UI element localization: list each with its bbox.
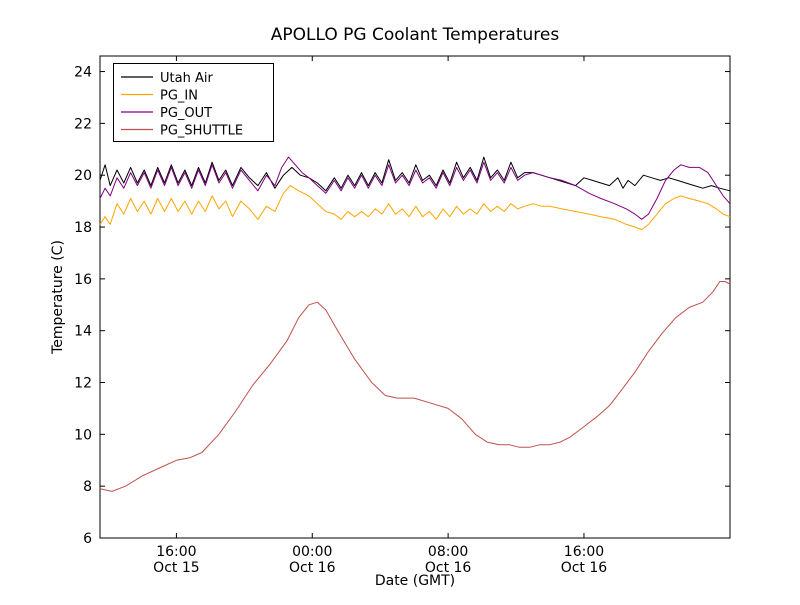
y-tick-label: 24 <box>74 65 92 81</box>
plot-border <box>99 55 731 539</box>
legend-label-pg-out: PG_OUT <box>160 106 212 121</box>
chart-title: APOLLO PG Coolant Temperatures <box>271 25 560 45</box>
legend-label-utah-air: Utah Air <box>160 71 213 86</box>
x-tick-label-date: Oct 15 <box>153 560 199 576</box>
x-tick-label-date: Oct 16 <box>561 560 608 576</box>
y-tick-label: 16 <box>74 272 92 288</box>
legend: Utah Air PG_IN PG_OUT PG_SHUTTLE <box>113 63 274 142</box>
series-line-pg-shuttle <box>99 281 731 492</box>
y-tick-label: 8 <box>83 479 92 495</box>
x-tick-label-time: 08:00 <box>428 544 468 560</box>
legend-label-pg-in: PG_IN <box>160 89 198 104</box>
y-axis: 6 8 10 12 14 16 18 20 22 24 <box>74 65 730 547</box>
legend-label-pg-shuttle: PG_SHUTTLE <box>160 124 243 139</box>
x-tick-label-time: 16:00 <box>564 544 604 560</box>
x-axis-title: Date (GMT) <box>375 573 455 589</box>
series-pg-out <box>99 156 731 220</box>
series-line-pg-out <box>99 156 731 220</box>
series-pg-shuttle <box>99 281 731 492</box>
series-line-utah-air <box>99 156 731 192</box>
y-tick-label: 10 <box>74 427 92 443</box>
x-tick-label-time: 16:00 <box>156 544 196 560</box>
y-tick-label: 12 <box>74 376 92 392</box>
y-tick-label: 14 <box>74 324 92 340</box>
y-tick-label: 6 <box>83 531 92 547</box>
x-tick-label-date: Oct 16 <box>425 560 472 576</box>
series-line-pg-in <box>99 185 731 231</box>
series-utah-air <box>99 156 731 192</box>
y-axis-title: Temperature (C) <box>50 240 66 355</box>
y-tick-label: 22 <box>74 116 92 132</box>
series-pg-in <box>99 185 731 231</box>
y-tick-label: 18 <box>74 220 92 236</box>
y-tick-label: 20 <box>74 168 92 184</box>
x-tick-label-date: Oct 16 <box>289 560 336 576</box>
x-tick-label-time: 00:00 <box>292 544 332 560</box>
